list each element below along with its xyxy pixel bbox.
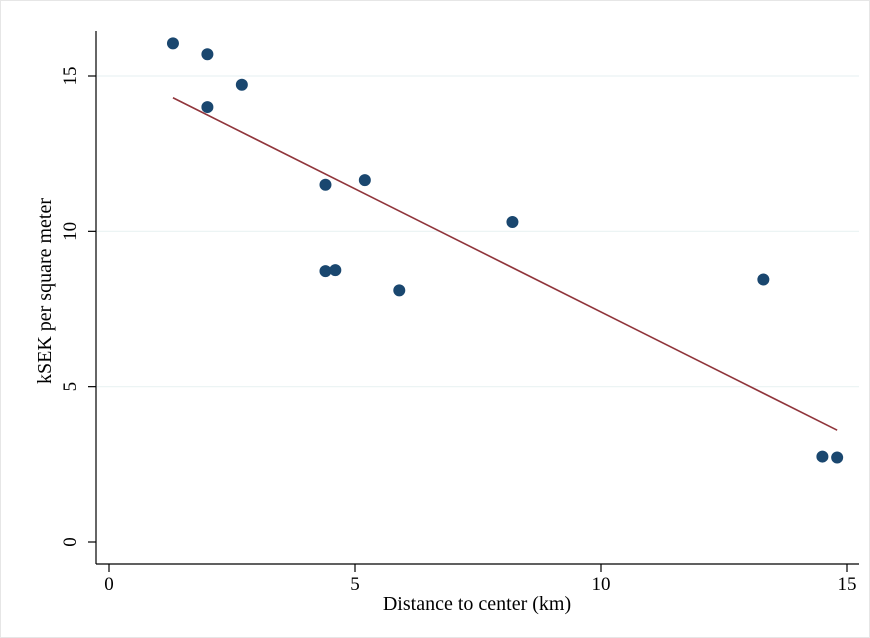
data-point-2 [201,48,214,61]
fit-line-layer [172,97,838,431]
y-tick-label-15: 15 [60,67,81,86]
grid-lines [97,75,859,388]
axes [88,31,859,572]
y-tick-label-0: 0 [60,537,81,547]
data-point-8 [358,174,371,187]
x-axis-title: Distance to center (km) [383,593,571,615]
x-tick-label-0: 0 [104,574,114,595]
data-point-7 [329,264,342,277]
y-tick-label-5: 5 [60,382,81,392]
x-tick-label-15: 15 [838,574,857,595]
data-point-1 [166,37,179,50]
data-point-3 [201,101,214,114]
fit-line [172,97,838,431]
x-tick-label-10: 10 [592,574,611,595]
x-tick-label-5: 5 [350,574,360,595]
data-point-13 [831,451,844,464]
data-point-12 [816,450,829,463]
data-point-11 [757,273,770,286]
data-point-10 [506,216,519,229]
tick-labels: 0 5 10 15 0 5 10 15 [60,67,857,596]
data-point-5 [319,178,332,191]
points-layer [166,37,844,464]
data-point-4 [235,78,248,91]
y-tick-label-10: 10 [60,222,81,241]
y-axis-title: kSEK per square meter [34,198,56,384]
data-point-9 [393,284,406,297]
